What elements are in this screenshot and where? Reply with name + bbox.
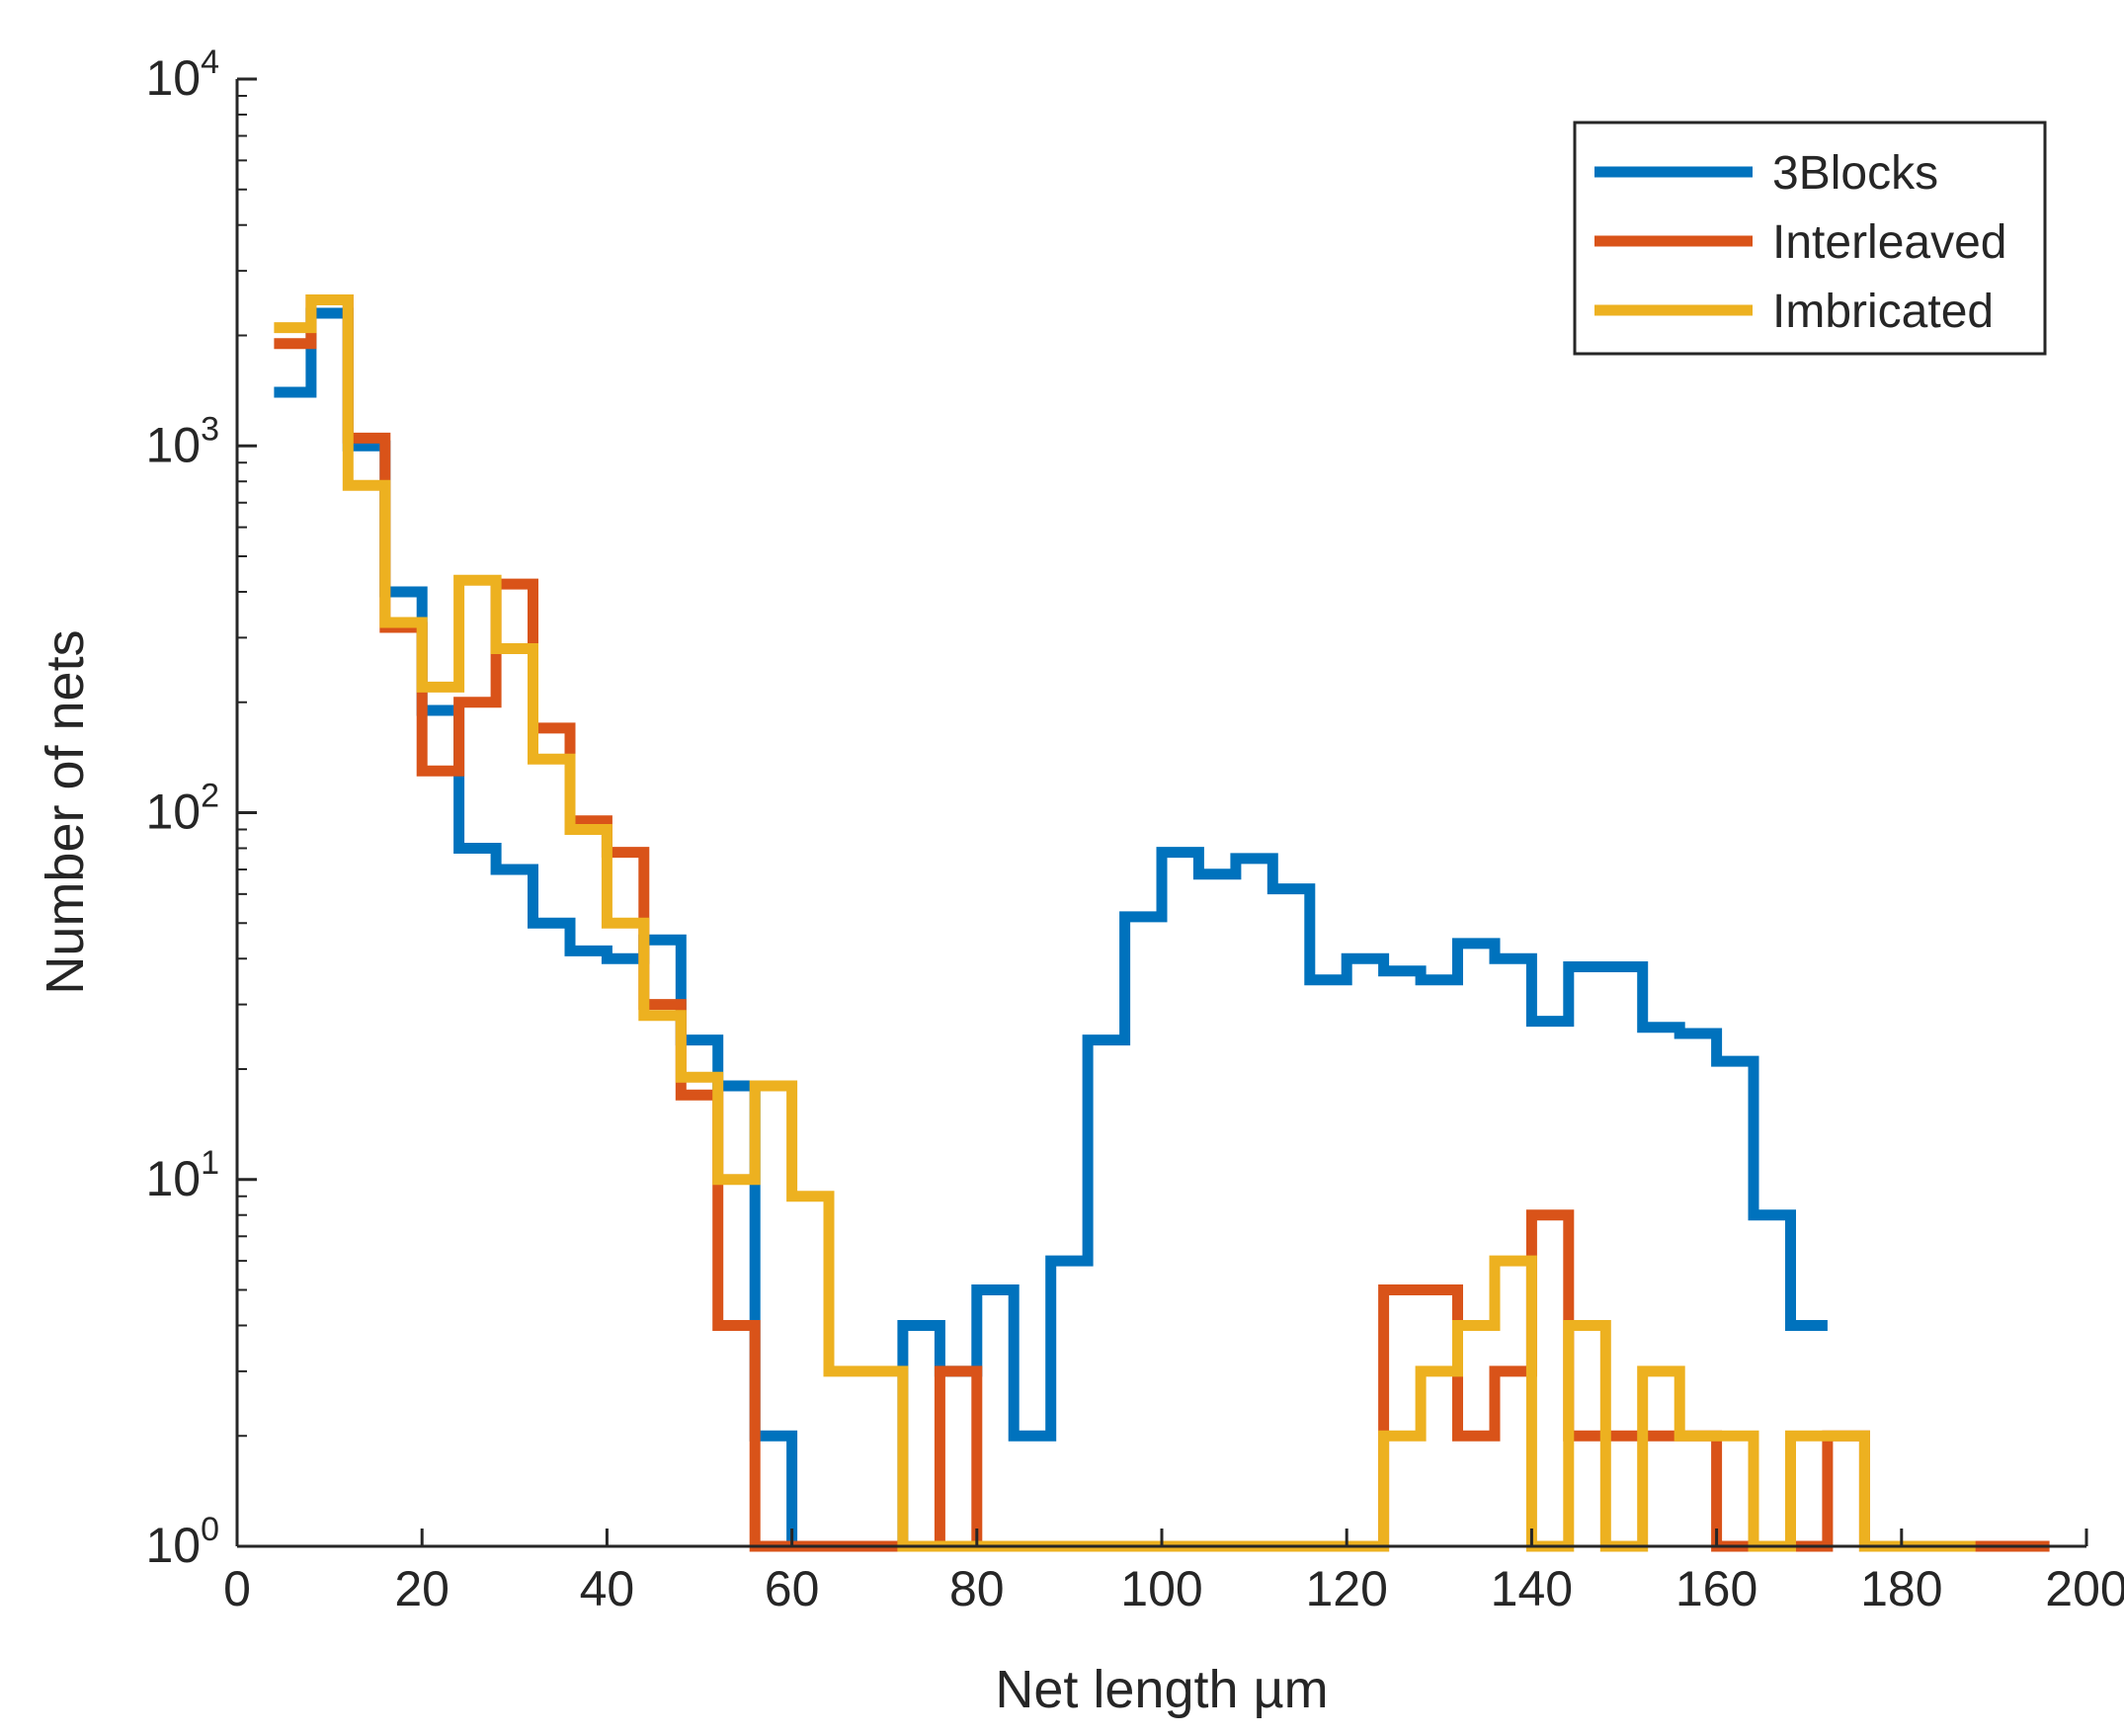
legend-items: 3Blocks Interleaved Imbricated — [1594, 147, 2007, 338]
x-tick-label: 20 — [394, 1561, 449, 1616]
x-tick-label: 200 — [2045, 1561, 2124, 1616]
legend: 3Blocks Interleaved Imbricated — [1573, 121, 2047, 356]
y-tick-label: 100 — [145, 1511, 219, 1573]
x-tick-label: 120 — [1305, 1561, 1387, 1616]
series-line-3blocks — [274, 307, 1828, 1552]
y-axis-label: Number of nets — [36, 629, 95, 994]
y-axis-ticks: 100 101 102 103 104 — [145, 43, 257, 1573]
x-axis-ticks: 0 20 40 60 80 100 120 140 160 180 200 — [223, 1529, 2124, 1616]
x-tick-label: 80 — [949, 1561, 1005, 1616]
x-tick-label: 140 — [1491, 1561, 1573, 1616]
y-tick-label: 103 — [145, 410, 219, 472]
y-tick-label: 101 — [145, 1144, 219, 1206]
x-axis-label: Net length µm — [995, 1660, 1328, 1719]
x-tick-label: 180 — [1860, 1561, 1942, 1616]
x-tick-label: 160 — [1675, 1561, 1757, 1616]
x-tick-label: 100 — [1120, 1561, 1202, 1616]
x-tick-label: 40 — [580, 1561, 635, 1616]
y-tick-label: 104 — [145, 43, 219, 106]
legend-label-3blocks: 3Blocks — [1772, 147, 1938, 200]
y-tick-label: 102 — [145, 778, 219, 840]
x-tick-label: 0 — [223, 1561, 251, 1616]
legend-label-interleaved: Interleaved — [1772, 216, 2007, 269]
legend-label-imbricated: Imbricated — [1772, 286, 1994, 338]
x-tick-label: 60 — [765, 1561, 820, 1616]
